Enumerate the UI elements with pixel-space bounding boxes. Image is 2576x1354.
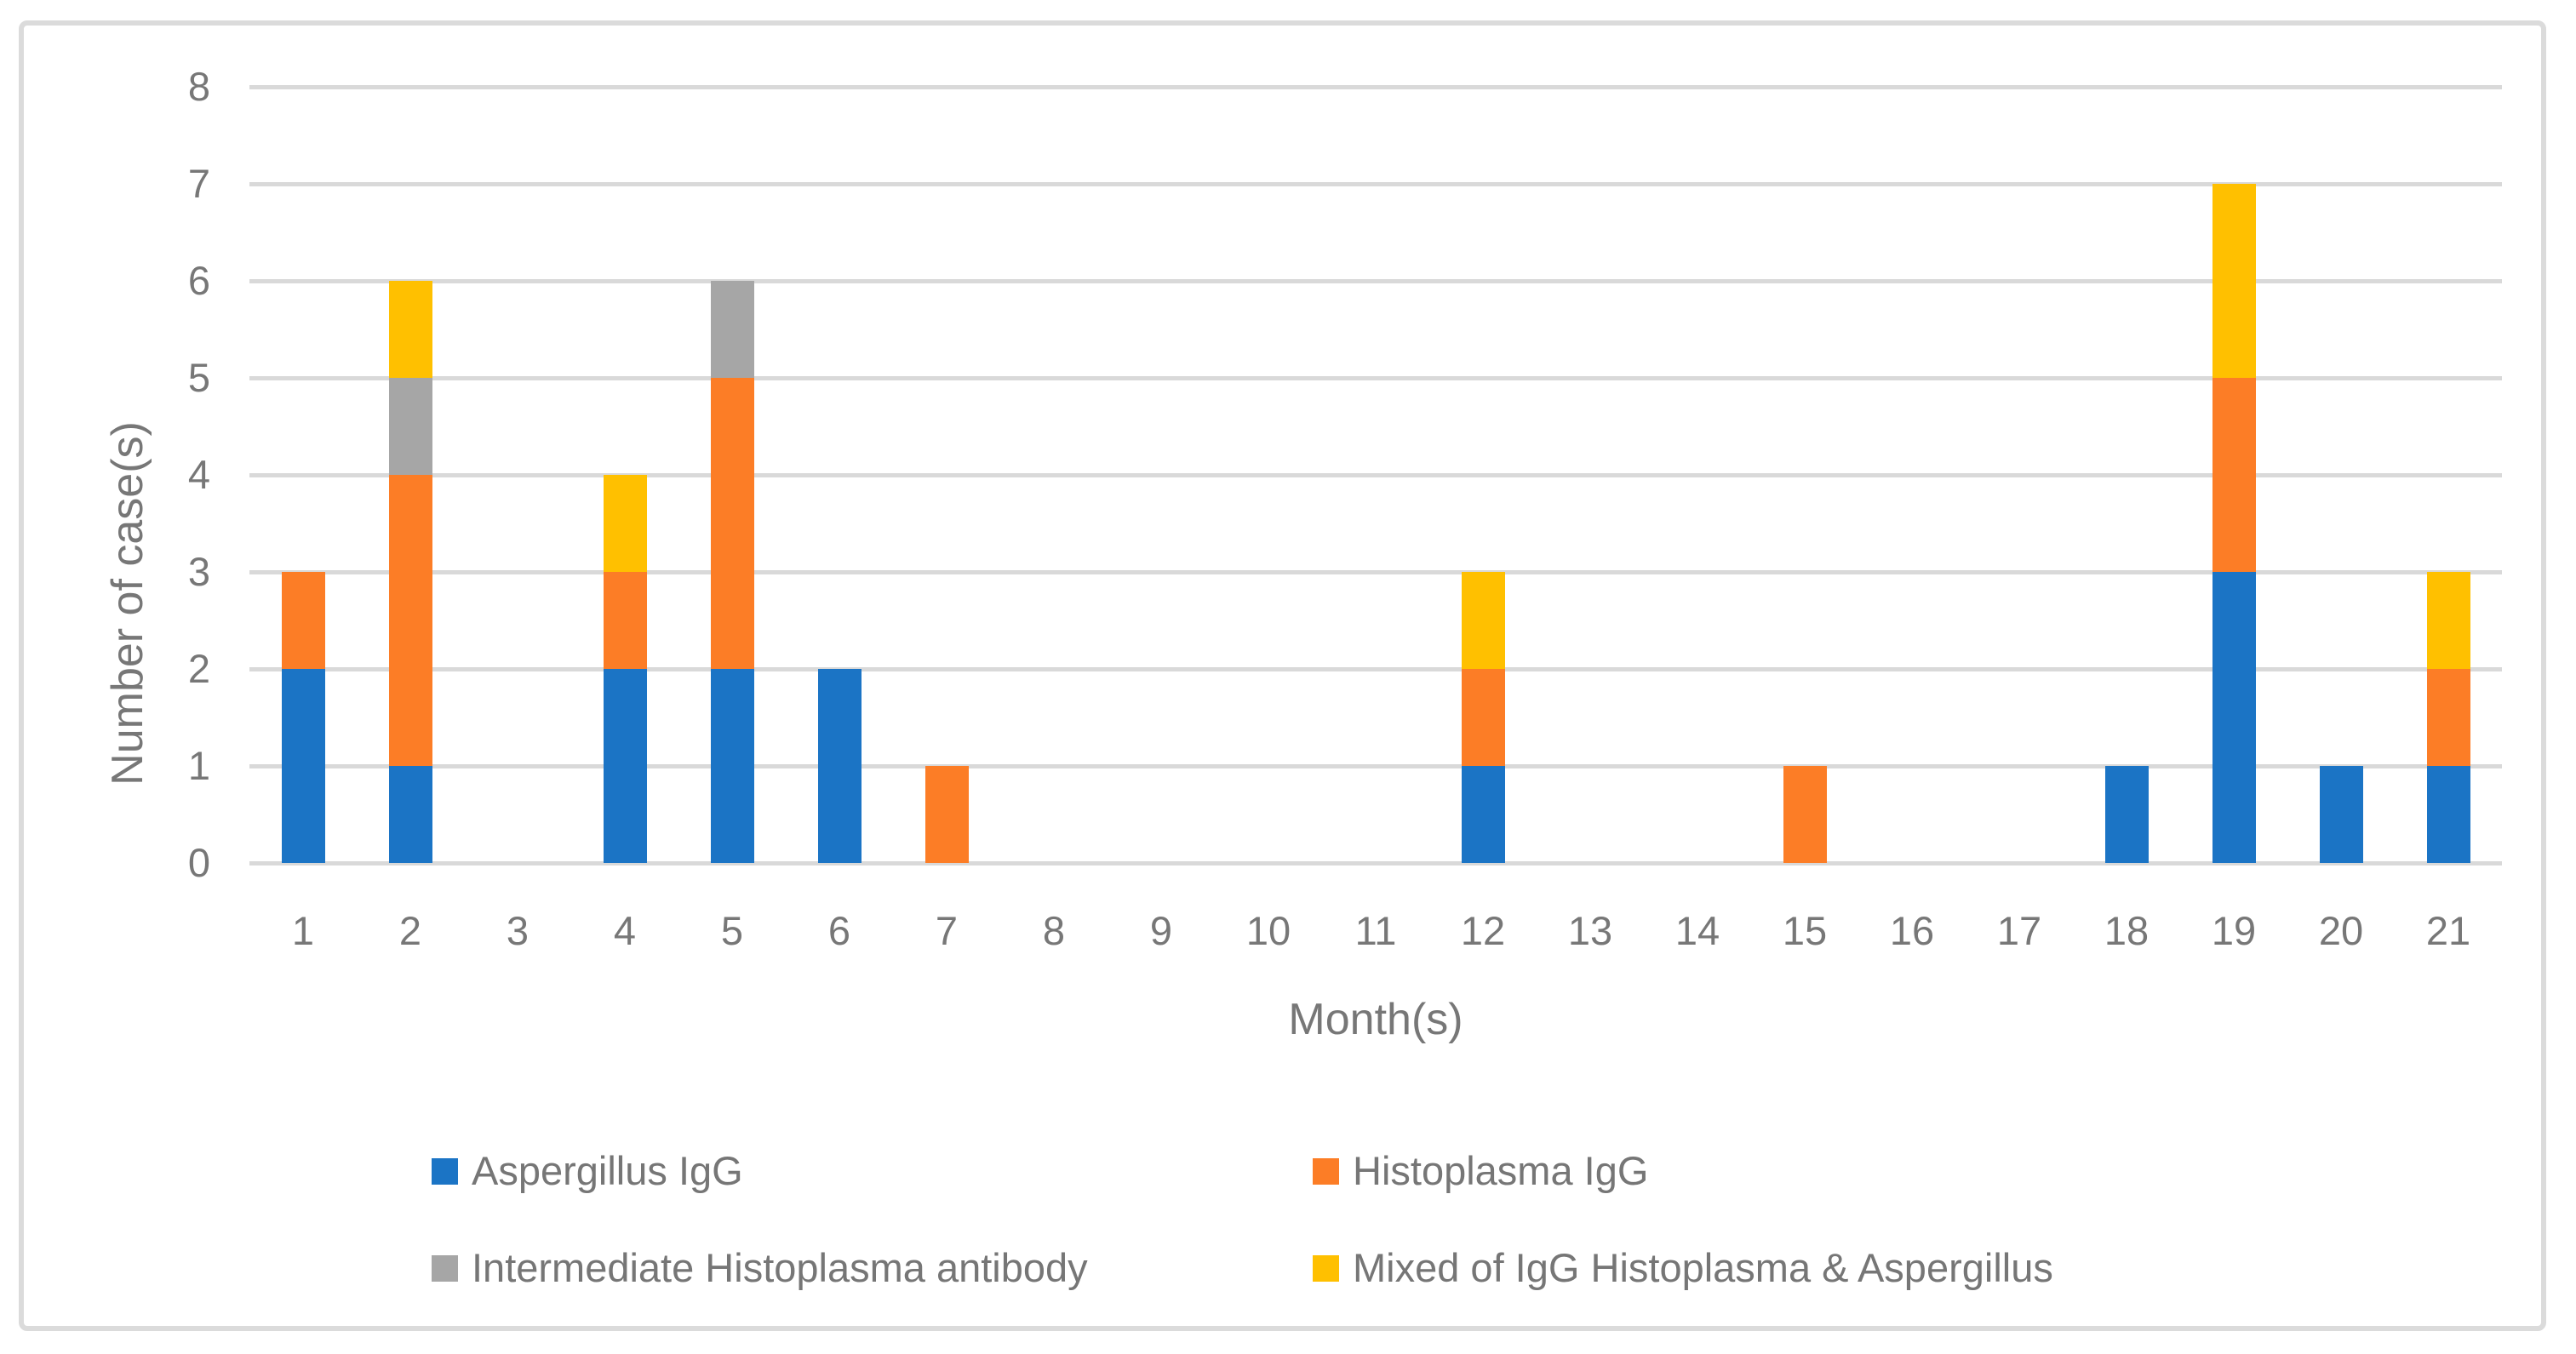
x-tick-label: 18 bbox=[2104, 908, 2150, 953]
y-tick-label: 8 bbox=[187, 64, 210, 109]
x-tick-label: 12 bbox=[1460, 908, 1506, 953]
x-tick-label: 10 bbox=[1245, 908, 1291, 953]
bar-segment bbox=[1461, 572, 1505, 669]
bar-segment bbox=[2212, 572, 2256, 863]
x-tick-label: 5 bbox=[720, 908, 744, 953]
bar-segment bbox=[603, 572, 647, 669]
x-tick-label: 17 bbox=[1996, 908, 2042, 953]
bar-segment bbox=[281, 669, 325, 863]
y-tick-label: 6 bbox=[187, 258, 210, 303]
gridline bbox=[249, 279, 2502, 283]
gridline bbox=[249, 85, 2502, 89]
gridline bbox=[249, 376, 2502, 380]
x-tick-label: 14 bbox=[1674, 908, 1720, 953]
bar-segment bbox=[2426, 766, 2470, 863]
bar-segment bbox=[710, 281, 754, 378]
legend-swatch-intermediate-icon bbox=[432, 1254, 458, 1282]
legend-label-aspergillus: Aspergillus IgG bbox=[472, 1148, 743, 1193]
x-tick-label: 1 bbox=[291, 908, 315, 953]
gridline bbox=[249, 570, 2502, 574]
bar-segment bbox=[2212, 184, 2256, 378]
bar-segment bbox=[2212, 378, 2256, 572]
gridline bbox=[249, 473, 2502, 477]
x-tick-label: 15 bbox=[1782, 908, 1828, 953]
x-tick-label: 13 bbox=[1567, 908, 1613, 953]
bar-segment bbox=[603, 475, 647, 572]
bar-segment bbox=[2319, 766, 2363, 863]
x-tick-label: 8 bbox=[1042, 908, 1066, 953]
legend-label-mixed: Mixed of IgG Histoplasma & Aspergillus bbox=[1353, 1245, 2053, 1290]
legend-item-aspergillus: Aspergillus IgG bbox=[432, 1149, 743, 1193]
y-tick-label: 1 bbox=[187, 743, 210, 788]
bar-segment bbox=[1461, 669, 1505, 766]
bar-segment bbox=[1783, 766, 1827, 863]
x-tick-label: 16 bbox=[1889, 908, 1935, 953]
x-tick-label: 20 bbox=[2318, 908, 2364, 953]
legend-item-histoplasma: Histoplasma IgG bbox=[1313, 1149, 1648, 1193]
x-axis-line bbox=[249, 861, 2502, 866]
bar-segment bbox=[924, 766, 969, 863]
legend-swatch-histoplasma-icon bbox=[1313, 1157, 1339, 1185]
x-tick-label: 11 bbox=[1354, 908, 1397, 953]
bar-segment bbox=[2426, 669, 2470, 766]
y-tick-label: 3 bbox=[187, 549, 210, 594]
bar-segment bbox=[388, 281, 432, 378]
bar-segment bbox=[603, 669, 647, 863]
legend-item-intermediate: Intermediate Histoplasma antibody bbox=[432, 1246, 1088, 1290]
y-tick-label: 7 bbox=[187, 161, 210, 206]
x-axis-title: Month(s) bbox=[1288, 995, 1463, 1044]
y-tick-label: 2 bbox=[187, 646, 210, 691]
chart-border bbox=[19, 20, 2546, 1331]
x-tick-label: 19 bbox=[2211, 908, 2257, 953]
bar-segment bbox=[388, 766, 432, 863]
legend-label-intermediate: Intermediate Histoplasma antibody bbox=[472, 1245, 1088, 1290]
gridline bbox=[249, 667, 2502, 671]
legend-swatch-mixed-icon bbox=[1313, 1254, 1339, 1282]
x-tick-label: 6 bbox=[827, 908, 851, 953]
x-tick-label: 2 bbox=[398, 908, 422, 953]
x-tick-label: 9 bbox=[1149, 908, 1173, 953]
y-tick-label: 4 bbox=[187, 452, 210, 497]
bar-segment bbox=[710, 669, 754, 863]
legend-label-histoplasma: Histoplasma IgG bbox=[1353, 1148, 1649, 1193]
bar-segment bbox=[388, 475, 432, 766]
legend-swatch-aspergillus-icon bbox=[432, 1157, 458, 1185]
gridline bbox=[249, 182, 2502, 186]
y-tick-label: 0 bbox=[187, 840, 210, 885]
bar-segment bbox=[710, 378, 754, 669]
bar-segment bbox=[2104, 766, 2149, 863]
x-tick-label: 21 bbox=[2425, 908, 2471, 953]
y-tick-label: 5 bbox=[187, 355, 210, 400]
bar-segment bbox=[388, 378, 432, 475]
bar-segment bbox=[1461, 766, 1505, 863]
bar-segment bbox=[281, 572, 325, 669]
x-tick-label: 7 bbox=[935, 908, 959, 953]
legend-item-mixed: Mixed of IgG Histoplasma & Aspergillus bbox=[1313, 1246, 2053, 1290]
x-tick-label: 3 bbox=[506, 908, 530, 953]
gridline bbox=[249, 764, 2502, 768]
x-tick-label: 4 bbox=[613, 908, 637, 953]
bar-segment bbox=[817, 669, 862, 863]
bar-segment bbox=[2426, 572, 2470, 669]
